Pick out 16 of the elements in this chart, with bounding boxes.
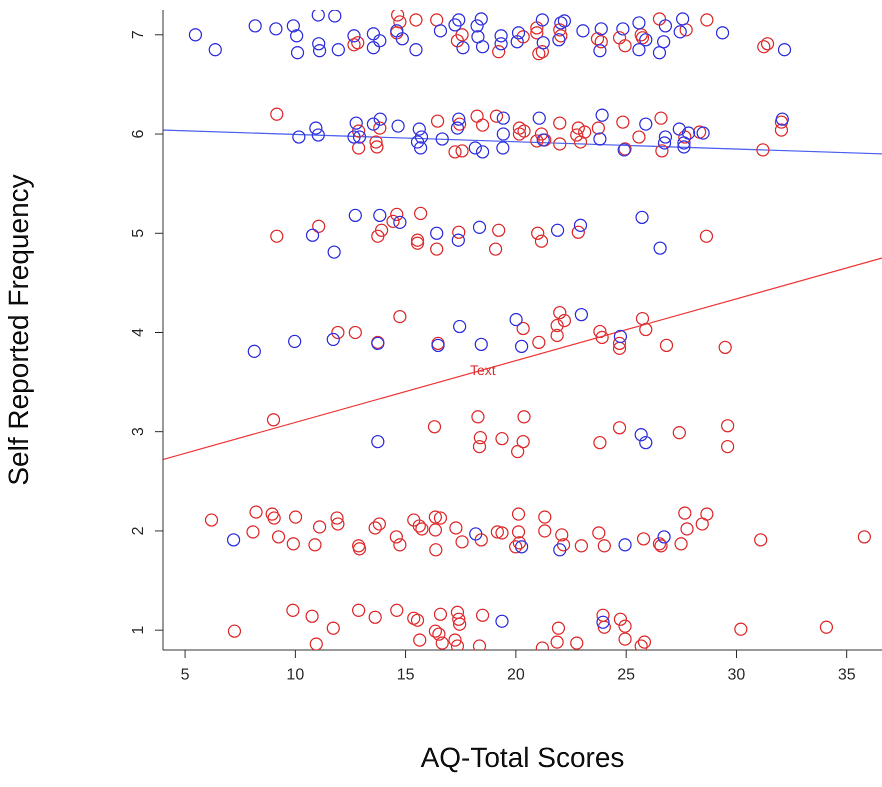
y-tick-label: 5 [130,228,147,238]
x-tick-label: 35 [838,666,856,684]
y-tick-label: 4 [130,328,147,337]
y-tick-label: 7 [130,30,147,40]
y-tick-label: 6 [130,129,147,138]
y-tick-label: 2 [130,526,147,536]
x-tick-label: 30 [728,666,746,684]
y-tick-label: 1 [130,626,147,635]
x-tick-label: 25 [617,666,636,684]
y-tick-label: 3 [130,427,147,436]
x-tick-label: 10 [286,666,304,684]
x-tick-label: 20 [506,666,525,684]
x-tick-label: 15 [396,666,415,684]
x-tick-label: 5 [180,666,190,684]
y-axis-title: Self Reported Frequency [2,174,34,486]
x-axis-title: AQ-Total Scores [420,742,624,773]
